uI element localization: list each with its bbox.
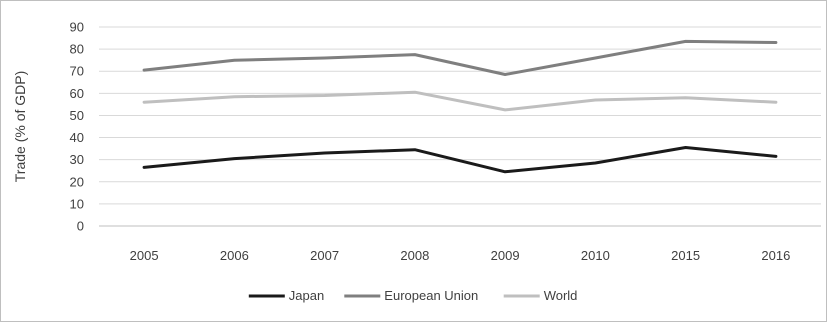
- series-lines: [142, 39, 778, 174]
- legend-label: World: [544, 288, 578, 303]
- legend-label: Japan: [289, 288, 324, 303]
- x-tick-label: 2007: [310, 248, 339, 263]
- y-tick-label: 10: [70, 196, 84, 211]
- y-tick-label: 20: [70, 174, 84, 189]
- x-axis-ticks: 2005 2006 2007 2008 2009 2010 2015 2016: [130, 248, 791, 263]
- y-axis-ticks: 0 10 20 30 40 50 60 70 80 90: [70, 20, 84, 234]
- y-axis-title: Trade (% of GDP): [12, 71, 28, 183]
- y-tick-label: 0: [77, 219, 84, 234]
- x-tick-label: 2015: [671, 248, 700, 263]
- x-tick-label: 2006: [220, 248, 249, 263]
- y-tick-label: 80: [70, 42, 84, 57]
- y-tick-label: 60: [70, 86, 84, 101]
- legend-item-world: World: [503, 288, 578, 303]
- y-tick-label: 70: [70, 64, 84, 79]
- y-tick-label: 90: [70, 20, 84, 35]
- legend-label: European Union: [384, 288, 478, 303]
- series-line-japan: [142, 146, 778, 174]
- y-tick-label: 50: [70, 108, 84, 123]
- x-tick-label: 2005: [130, 248, 159, 263]
- gridlines: [99, 26, 821, 227]
- x-tick-label: 2008: [400, 248, 429, 263]
- y-tick-label: 40: [70, 130, 84, 145]
- x-tick-label: 2010: [581, 248, 610, 263]
- series-line-world: [142, 90, 778, 112]
- legend: Japan European Union World: [248, 288, 578, 303]
- series-line-european-union: [142, 39, 778, 76]
- x-tick-label: 2009: [491, 248, 520, 263]
- legend-item-european-union: European Union: [344, 288, 478, 303]
- legend-item-japan: Japan: [248, 288, 324, 303]
- x-tick-label: 2016: [761, 248, 790, 263]
- y-tick-label: 30: [70, 152, 84, 167]
